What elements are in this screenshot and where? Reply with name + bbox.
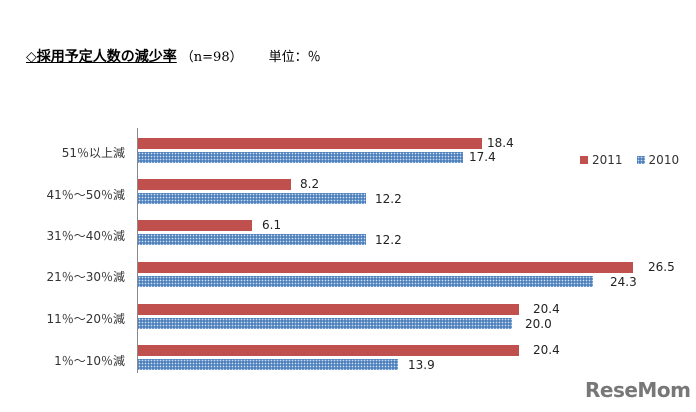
value-label: 6.1: [262, 218, 282, 232]
title-main: ◇採用予定人数の減少率: [26, 49, 177, 65]
value-label: 20.4: [533, 343, 560, 357]
value-label: 13.9: [408, 358, 435, 372]
bar-2011: [138, 138, 482, 149]
value-label: 12.2: [375, 233, 402, 247]
value-label: 12.2: [375, 192, 402, 206]
legend-label-2010: 2010: [648, 153, 680, 167]
bar-2011: [138, 345, 519, 356]
bar-2010: [138, 193, 366, 204]
value-label: 17.4: [469, 150, 496, 164]
category-label: 41％～50％減: [46, 188, 125, 202]
bar-2011: [138, 304, 519, 315]
bar-2011: [138, 262, 633, 273]
legend-swatch-2010: [636, 156, 645, 164]
bar-2010: [138, 152, 463, 163]
bar-2010: [138, 276, 593, 287]
legend-label-2011: 2011: [592, 153, 623, 167]
value-label: 26.5: [648, 260, 675, 274]
value-label: 18.4: [487, 136, 514, 150]
resemom-logo: ReseMom: [585, 378, 691, 402]
bar-2011: [138, 179, 291, 190]
value-label: 24.3: [610, 275, 637, 289]
category-label: 11％～20％減: [46, 312, 125, 326]
bar-2010: [138, 318, 512, 329]
sample-size: （n=98）: [180, 50, 243, 65]
bar-2011: [138, 220, 252, 231]
y-axis-line: [137, 128, 138, 373]
category-label: 1％～10％減: [54, 354, 125, 368]
unit-label: 単位：％: [268, 50, 321, 65]
category-label: 51％以上減: [61, 146, 125, 160]
value-label: 20.4: [533, 302, 560, 316]
category-label: 21％～30％減: [46, 270, 125, 284]
chart-title: ◇採用予定人数の減少率 （n=98） 単位：％: [26, 46, 321, 66]
chart-legend: 2011 2010: [580, 153, 679, 167]
value-label: 8.2: [300, 177, 320, 191]
legend-swatch-2011: [580, 156, 588, 164]
bar-2010: [138, 234, 366, 245]
bar-2010: [138, 359, 398, 370]
value-label: 20.0: [525, 317, 552, 331]
category-label: 31％～40％減: [46, 229, 125, 243]
